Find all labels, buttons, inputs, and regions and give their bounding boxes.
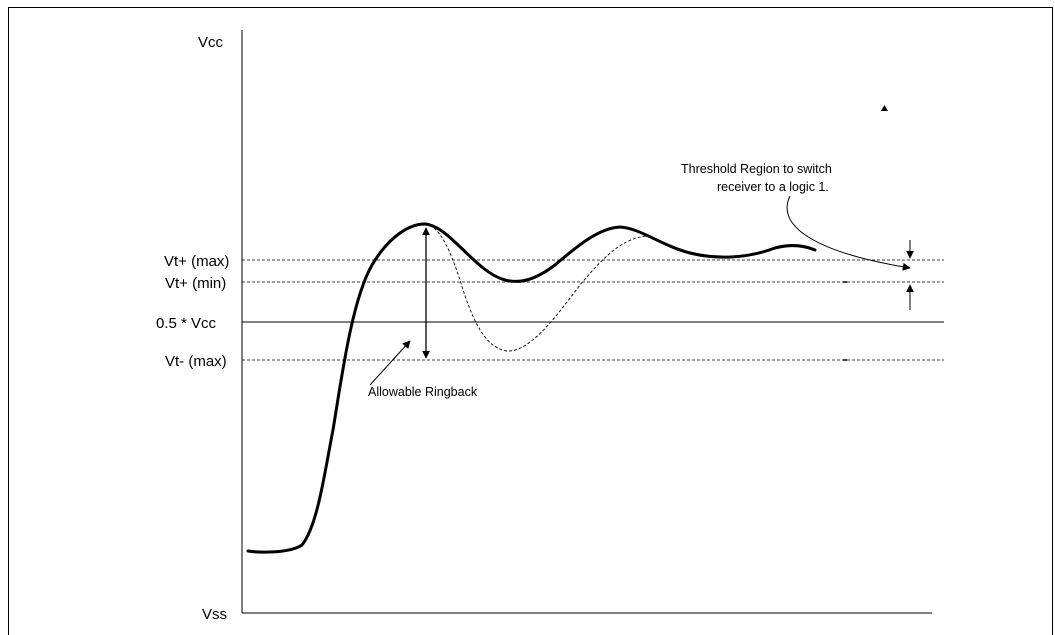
diagram-frame <box>8 7 1053 635</box>
vt-plus-max-label: Vt+ (max) <box>164 253 229 270</box>
vt-plus-min-label: Vt+ (min) <box>165 275 226 292</box>
vcc-label: Vcc <box>198 34 224 51</box>
threshold-note-line2: receiver to a logic 1. <box>717 180 829 194</box>
threshold-note-line1: Threshold Region to switch <box>681 162 832 176</box>
vss-label: Vss <box>202 606 227 623</box>
vt-minus-max-label: Vt- (max) <box>165 353 227 370</box>
ringback-waveform <box>424 223 651 352</box>
threshold-pointer-arrow <box>786 195 911 271</box>
main-waveform <box>246 222 817 554</box>
ringback-note: Allowable Ringback <box>368 385 478 399</box>
stray-triangle-mark <box>881 105 888 111</box>
half-vcc-label: 0.5 * Vcc <box>156 315 217 332</box>
ringback-pointer-arrow <box>369 340 411 386</box>
